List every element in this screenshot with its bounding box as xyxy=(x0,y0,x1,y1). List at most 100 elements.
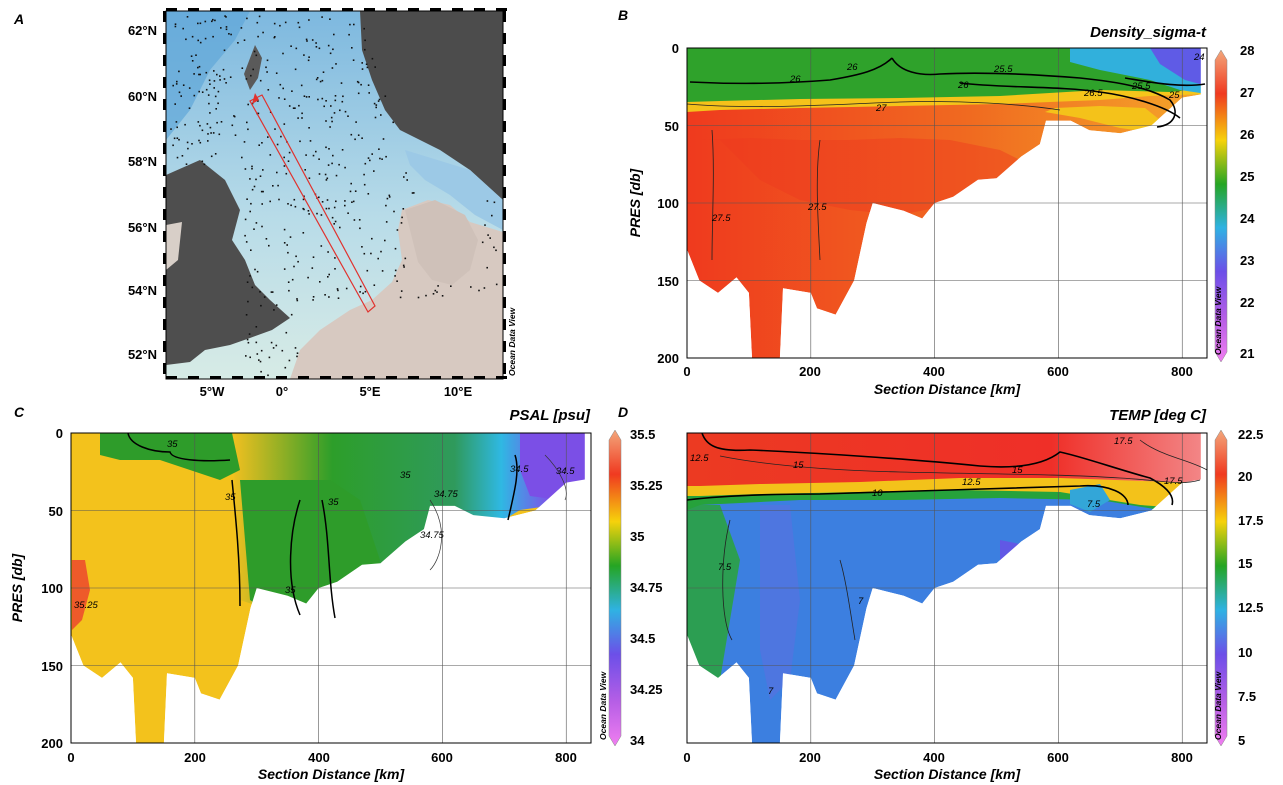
temperature-colorbar-scale xyxy=(1214,429,1228,747)
station-marker xyxy=(374,116,377,119)
station-marker xyxy=(216,73,218,76)
station-marker xyxy=(209,83,211,85)
map-frame-tick xyxy=(298,8,309,11)
station-marker xyxy=(261,225,263,228)
station-marker xyxy=(246,121,248,124)
station-marker xyxy=(249,178,251,180)
station-marker xyxy=(384,239,386,242)
station-marker xyxy=(288,151,291,154)
map-frame-tick xyxy=(163,77,166,88)
station-marker xyxy=(361,62,363,64)
map-frame-tick xyxy=(342,8,353,11)
density-x-axis-label: Section Distance [km] xyxy=(874,381,1022,397)
density-x-ticks: 0 200 400 600 800 xyxy=(683,364,1192,379)
temperature-clabel-7: 12.5 xyxy=(962,477,981,488)
station-marker xyxy=(182,27,184,30)
station-marker xyxy=(399,296,402,299)
station-marker xyxy=(321,16,323,18)
station-marker xyxy=(237,42,239,44)
station-marker xyxy=(359,285,362,288)
station-marker xyxy=(307,276,309,279)
salinity-clabel-5: 35 xyxy=(400,470,411,481)
station-marker xyxy=(251,188,254,191)
station-marker xyxy=(244,218,247,221)
temperature-clabel-9: 7.5 xyxy=(718,562,732,573)
station-marker xyxy=(318,158,320,160)
map-frame-tick xyxy=(503,55,506,66)
salinity-plot-frame xyxy=(70,432,592,744)
map-panel: A 62°N 60°N 58°N 56°N 54°N 52°N 5°W 0° 5… xyxy=(13,8,517,399)
station-marker xyxy=(381,158,383,160)
station-marker xyxy=(361,137,363,139)
station-marker xyxy=(363,183,366,186)
station-marker xyxy=(402,264,405,267)
station-marker xyxy=(176,156,179,159)
station-marker xyxy=(432,293,435,295)
station-marker xyxy=(379,157,381,160)
map-frame-tick xyxy=(364,8,375,11)
station-marker xyxy=(315,78,318,81)
station-marker xyxy=(385,155,387,158)
station-marker xyxy=(344,110,347,113)
density-clabel-7: 25 xyxy=(1168,90,1180,101)
salinity-title: PSAL [psu] xyxy=(509,407,591,424)
station-marker xyxy=(325,100,327,102)
temperature-contours xyxy=(686,432,1174,506)
station-marker xyxy=(308,127,310,129)
station-marker xyxy=(386,197,389,200)
station-marker xyxy=(317,98,319,101)
map-frame-tick xyxy=(503,77,506,88)
salinity-x-ticks: 0 200 400 600 800 xyxy=(67,750,576,765)
temperature-clabel-3: 15 xyxy=(1012,465,1023,476)
station-marker xyxy=(366,66,369,69)
station-marker xyxy=(361,246,363,248)
station-marker xyxy=(290,204,292,207)
station-marker xyxy=(172,144,174,147)
station-marker xyxy=(356,80,359,83)
station-marker xyxy=(388,194,391,197)
map-frame-tick xyxy=(232,376,243,379)
station-marker xyxy=(295,255,297,258)
density-panel: B Density_sigma-t 26 26 26 25.5 26.5 xyxy=(618,7,1255,397)
map-frame-tick xyxy=(210,376,221,379)
station-marker xyxy=(402,208,405,210)
station-marker xyxy=(326,199,329,201)
density-y-tick-0: 0 xyxy=(672,41,679,56)
station-marker xyxy=(220,27,222,29)
station-marker xyxy=(351,47,353,49)
station-marker xyxy=(214,95,217,98)
salinity-cb-tick-34-5: 34.5 xyxy=(630,631,655,646)
density-x-tick-400: 400 xyxy=(923,364,945,379)
station-marker xyxy=(258,15,261,18)
map-credit: Ocean Data View xyxy=(507,306,517,376)
station-marker xyxy=(350,133,353,136)
map-frame-tick xyxy=(276,376,287,379)
station-marker xyxy=(262,190,264,193)
station-marker xyxy=(332,154,334,157)
density-contours xyxy=(689,57,1206,128)
map-frame-tick xyxy=(163,165,166,176)
station-marker xyxy=(257,100,259,102)
map-frame-tick xyxy=(503,231,506,242)
lat-label-60: 60°N xyxy=(128,89,157,104)
lon-label-5w: 5°W xyxy=(200,384,225,399)
station-marker xyxy=(335,174,338,177)
section-start-marker xyxy=(252,93,259,104)
station-marker xyxy=(491,214,493,217)
station-marker xyxy=(306,40,308,42)
station-marker xyxy=(331,162,333,165)
station-marker xyxy=(380,114,382,116)
station-marker xyxy=(174,25,177,28)
station-marker xyxy=(279,83,282,86)
station-marker xyxy=(213,70,215,72)
temperature-clabel-2: 15 xyxy=(793,460,804,471)
map-frame-tick xyxy=(496,376,507,379)
station-marker xyxy=(243,39,246,41)
station-marker xyxy=(283,98,286,100)
density-y-tick-50: 50 xyxy=(665,119,679,134)
station-marker xyxy=(493,201,496,204)
station-marker xyxy=(233,115,235,117)
density-x-tick-600: 600 xyxy=(1047,364,1069,379)
station-marker xyxy=(247,341,250,344)
